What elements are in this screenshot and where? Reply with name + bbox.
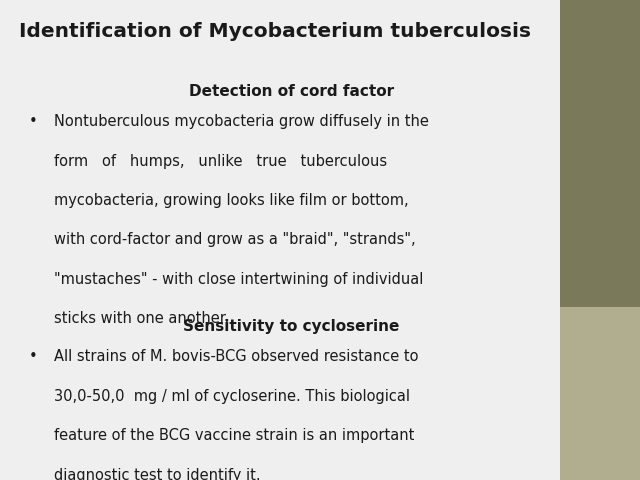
Text: Identification of Mycobacterium tuberculosis: Identification of Mycobacterium tubercul… [19,22,531,41]
Text: form   of   humps,   unlike   true   tuberculous: form of humps, unlike true tuberculous [54,154,388,168]
Text: sticks with one another.: sticks with one another. [54,311,230,326]
FancyBboxPatch shape [560,0,640,307]
Text: 30,0-50,0  mg / ml of cycloserine. This biological: 30,0-50,0 mg / ml of cycloserine. This b… [54,389,410,404]
Text: feature of the BCG vaccine strain is an important: feature of the BCG vaccine strain is an … [54,428,415,443]
Text: All strains of M. bovis-BCG observed resistance to: All strains of M. bovis-BCG observed res… [54,349,419,364]
Text: Sensitivity to cycloserine: Sensitivity to cycloserine [183,319,399,334]
Text: "mustaches" - with close intertwining of individual: "mustaches" - with close intertwining of… [54,272,424,287]
FancyBboxPatch shape [0,0,560,480]
Text: diagnostic test to identify it.: diagnostic test to identify it. [54,468,261,480]
Text: Detection of cord factor: Detection of cord factor [189,84,394,99]
Text: Nontuberculous mycobacteria grow diffusely in the: Nontuberculous mycobacteria grow diffuse… [54,114,429,129]
Text: •: • [29,349,38,364]
Text: •: • [29,114,38,129]
Text: mycobacteria, growing looks like film or bottom,: mycobacteria, growing looks like film or… [54,193,409,208]
FancyBboxPatch shape [560,307,640,480]
Text: with cord-factor and grow as a "braid", "strands",: with cord-factor and grow as a "braid", … [54,232,416,247]
